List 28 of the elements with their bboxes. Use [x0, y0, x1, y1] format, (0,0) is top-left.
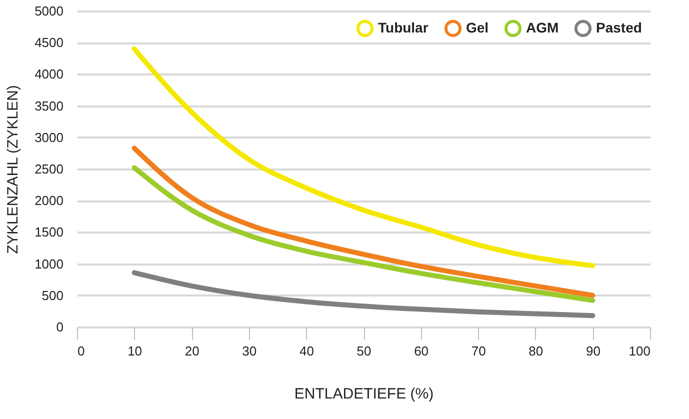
x-tick-label: 60 [414, 344, 429, 358]
legend-label: Tubular [378, 19, 429, 36]
legend-label: AGM [526, 19, 559, 36]
legend-label: Gel [466, 19, 489, 36]
x-axis-title: ENTLADETIEFE (%) [294, 386, 434, 402]
y-tick-label: 3000 [34, 130, 64, 145]
y-tick-label: 2000 [34, 193, 64, 208]
x-tick-label: 20 [184, 344, 200, 358]
legend-label: Pasted [596, 19, 642, 36]
y-tick-label: 4500 [34, 35, 64, 50]
x-tick-label: 100 [628, 344, 650, 358]
y-tick-label: 4000 [34, 66, 64, 82]
x-tick-label: 90 [586, 344, 600, 358]
y-tick-label: 500 [42, 288, 64, 303]
x-tick-label: 50 [356, 344, 372, 358]
y-tick-label: 1000 [34, 256, 64, 272]
x-tick-label: 40 [299, 344, 314, 358]
y-tick-label: 0 [56, 320, 64, 334]
y-tick-label: 1500 [34, 224, 64, 240]
x-tick-label: 70 [471, 344, 486, 358]
x-tick-label: 10 [128, 344, 142, 358]
y-tick-label: 5000 [34, 4, 64, 18]
y-tick-label: 2500 [34, 162, 64, 176]
x-tick-label: 80 [528, 344, 544, 358]
y-tick-label: 3500 [34, 98, 64, 114]
x-tick-label: 30 [242, 344, 257, 358]
x-tick-label: 0 [78, 344, 85, 358]
y-axis-title: ZYKLENZAHL (ZYKLEN) [4, 85, 22, 254]
